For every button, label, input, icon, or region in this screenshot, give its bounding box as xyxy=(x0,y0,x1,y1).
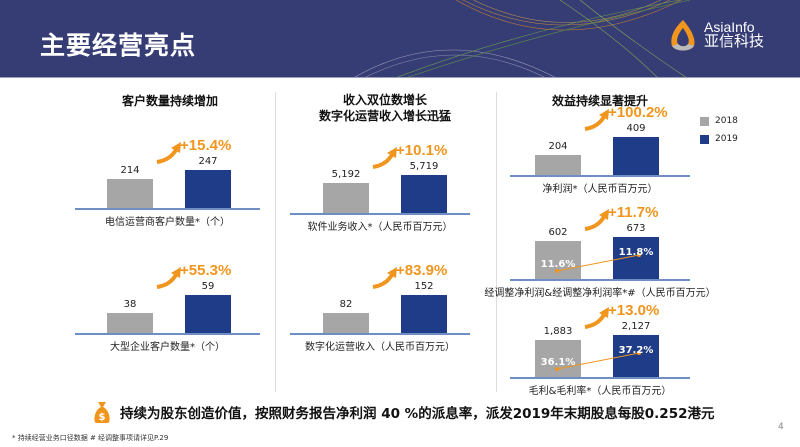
growth-arrow-icon xyxy=(584,307,609,329)
growth-rate: +11.7% xyxy=(608,204,659,221)
bar-2019 xyxy=(613,137,659,175)
value-2018: 602 xyxy=(548,227,568,239)
value-2019: 2,127 xyxy=(621,321,651,332)
legend-label: 2019 xyxy=(715,134,738,144)
baseline xyxy=(510,377,690,379)
bar-2018 xyxy=(535,339,581,377)
column-divider xyxy=(496,92,497,392)
growth-arrow-icon xyxy=(372,267,397,289)
page-number: 4 xyxy=(778,422,784,432)
growth-rate: +13.0% xyxy=(608,302,660,319)
bar-2019 xyxy=(401,175,447,213)
bar-2019 xyxy=(185,170,231,208)
legend-swatch xyxy=(700,116,709,126)
chart-label: 净利润*（人民币百万元） xyxy=(542,184,658,195)
value-2019: 59 xyxy=(201,281,215,292)
column-title-customers: 客户数量持续增加 xyxy=(121,94,218,108)
margin-trend-line xyxy=(555,351,641,371)
chart-label: 电信运营商客户数量*（个） xyxy=(105,217,230,228)
footnote: * 持续经营业务口径数据 # 经调整事项请详见P.29 xyxy=(12,434,169,442)
baseline xyxy=(510,175,690,177)
column-title-revenue: 收入双位数增长 数字化运营收入增长迅猛 xyxy=(285,92,485,124)
growth-arrow-icon xyxy=(156,142,181,164)
bar-2018 xyxy=(323,182,369,213)
value-2018: 214 xyxy=(120,165,140,177)
bar-2019 xyxy=(613,237,659,279)
chart-label: 经调整净利润&经调整净利润率*#（人民币百万元） xyxy=(484,288,716,299)
margin-2019: 37.2% xyxy=(618,345,654,356)
dividend-banner: $ 持续为股东创造价值，按照财务报告净利润 40 %的派息率，派发2019年末期… xyxy=(92,400,715,424)
growth-rate: +15.4% xyxy=(180,137,232,154)
legend-2018: 2018 xyxy=(700,116,738,126)
bar-2018 xyxy=(535,155,581,175)
margin-2018: 11.6% xyxy=(540,259,576,270)
column-title-line: 数字化运营收入增长迅猛 xyxy=(318,109,451,123)
chart-label: 毛利&毛利率*（人民币百万元） xyxy=(528,386,672,397)
value-2018: 5,192 xyxy=(331,168,361,180)
growth-rate: +100.2% xyxy=(608,104,668,121)
money-bag-icon: $ xyxy=(94,402,110,423)
column-title-profit: 效益持续显著提升 xyxy=(551,94,648,108)
growth-rate: +83.9% xyxy=(396,262,448,279)
growth-rate: +55.3% xyxy=(180,262,232,279)
baseline xyxy=(510,279,690,281)
decorative-waves xyxy=(354,0,691,77)
baseline xyxy=(290,213,470,215)
value-2018: 38 xyxy=(123,298,137,310)
growth-arrow-icon xyxy=(372,147,397,169)
value-2019: 673 xyxy=(626,223,646,234)
chart-label: 数字化运营收入（人民币百万元） xyxy=(305,342,455,353)
header-banner: 主要经营亮点 AsiaInfo 亚信科技 xyxy=(0,0,800,78)
bar-2019 xyxy=(401,295,447,333)
logo-en: AsiaInfo xyxy=(704,18,755,35)
growth-arrow-icon xyxy=(156,267,181,289)
chart-label: 大型企业客户数量*（个） xyxy=(110,342,225,353)
growth-arrow-icon xyxy=(584,109,609,131)
growth-rate: +10.1% xyxy=(396,142,448,159)
legend-label: 2018 xyxy=(715,116,738,126)
asiainfo-logo: AsiaInfo 亚信科技 xyxy=(668,18,764,52)
value-2019: 152 xyxy=(414,281,434,292)
bar-2019 xyxy=(185,295,231,333)
value-2019: 409 xyxy=(626,123,646,134)
bar-2018 xyxy=(107,179,153,208)
legend-2019: 2019 xyxy=(700,134,738,144)
value-2018: 82 xyxy=(339,299,353,310)
margin-2019: 11.8% xyxy=(618,247,654,258)
margin-2018: 36.1% xyxy=(540,357,576,368)
bar-2019 xyxy=(613,335,659,377)
dividend-text: 持续为股东创造价值，按照财务报告净利润 40 %的派息率，派发2019年末期股息… xyxy=(120,406,715,422)
chart-label: 软件业务收入*（人民币百万元） xyxy=(307,222,453,233)
baseline xyxy=(75,333,260,335)
value-2018: 1,883 xyxy=(543,325,573,337)
column-title-line: 收入双位数增长 xyxy=(342,93,427,107)
baseline xyxy=(75,208,260,210)
bar-2018 xyxy=(323,313,369,333)
column-divider xyxy=(275,92,276,392)
svg-text:$: $ xyxy=(99,412,106,423)
growth-arrow-icon xyxy=(584,209,609,231)
value-2019: 5,719 xyxy=(409,161,439,172)
bar-2018 xyxy=(107,312,153,333)
baseline xyxy=(290,333,470,335)
value-2018: 204 xyxy=(548,141,568,152)
legend-swatch xyxy=(700,134,709,144)
margin-trend-line xyxy=(555,253,641,273)
logo-mark-icon xyxy=(671,20,695,51)
page-title: 主要经营亮点 xyxy=(40,31,197,60)
logo-cn: 亚信科技 xyxy=(704,32,765,51)
value-2019: 247 xyxy=(198,156,218,167)
